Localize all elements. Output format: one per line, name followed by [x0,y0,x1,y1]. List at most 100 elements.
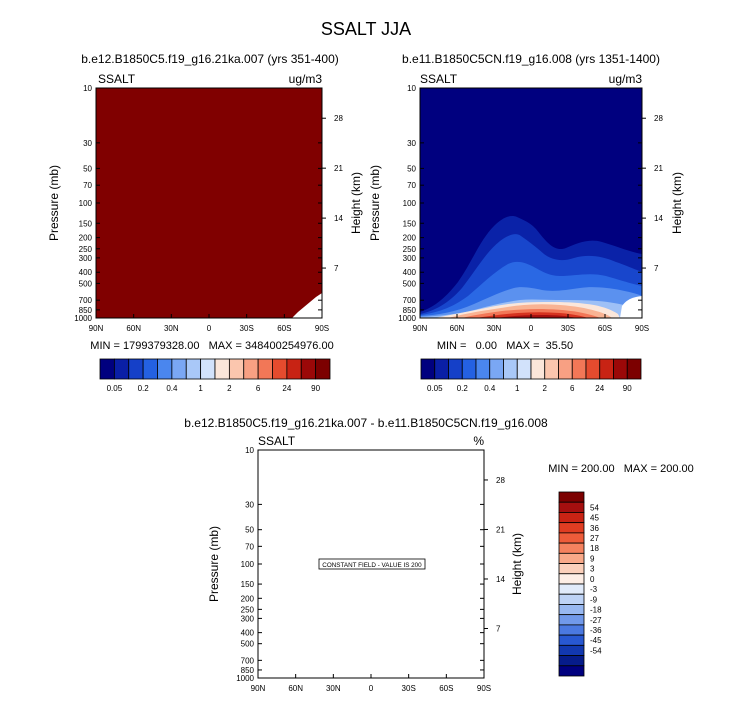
y-tick-label: 700 [241,656,255,665]
colorbar-label: 1 [198,384,203,393]
y-tick-label: 250 [79,245,93,254]
panel-left-min-max: MIN = 1799379328.00 MAX = 348400254976.0… [90,340,333,352]
panel-left-ylabel: Pressure (mb) [47,165,61,241]
colorbar-label: 0.4 [484,384,496,393]
y-tick-label: 700 [79,296,93,305]
height-tick-label: 14 [654,214,663,223]
constant-field-note: CONSTANT FIELD - VALUE IS 200 [322,562,422,569]
y-tick-label: 50 [245,526,254,535]
y-tick-label: 300 [241,614,255,623]
colorbar-swatch [516,358,532,380]
x-tick-label: 0 [369,684,374,693]
colorbar-label: 24 [595,384,604,393]
surface-missing [620,296,642,318]
y-tick-label: 200 [403,234,417,243]
y-tick-label: 100 [403,199,417,208]
y-tick-label: 200 [241,594,255,603]
colorbar-swatch [558,358,573,380]
colorbar-swatch [558,563,585,575]
colorbar-label: 36 [590,524,599,533]
y-tick-label: 500 [241,640,255,649]
colorbar-swatch [228,358,245,380]
colorbar-swatch [613,358,628,380]
panel-diff-height-ticks: 28 21 14 7 [484,476,505,633]
colorbar-label: 9 [590,554,595,563]
panel-right-ylabel: Pressure (mb) [368,165,382,241]
contour-level-10 [496,315,576,318]
panel-diff-ylabel: Pressure (mb) [207,526,221,602]
y-tick-label: 250 [241,605,255,614]
panel-diff-field-label: SSALT [258,434,296,448]
y-tick-label: 70 [245,542,254,551]
y-tick-label: 50 [407,164,416,173]
y-tick-label: 50 [83,164,92,173]
colorbar-swatch [558,532,585,544]
panel-right-title: b.e11.B1850C5CN.f19_g16.008 (yrs 1351-14… [402,52,660,66]
colorbar-swatch [157,358,173,380]
x-tick-label: 30S [402,684,416,693]
colorbar-label: -9 [590,595,598,604]
x-tick-label: 30N [326,684,341,693]
colorbar-swatch [113,358,130,380]
colorbar-swatch [142,358,158,380]
x-tick-label: 60S [277,324,291,333]
panel-left-units: ug/m3 [289,72,323,86]
colorbar-right: 0.05 0.2 0.4 1 2 6 24 90 [420,358,642,393]
colorbar-swatch [99,358,115,380]
panel-left-x-ticks: 90N 60N 30N 0 30S 60S 90S [89,314,329,333]
y-tick-label: 10 [83,84,92,93]
colorbar-label: -27 [590,616,602,625]
y-tick-label: 10 [245,446,254,455]
y-tick-label: 500 [403,279,417,288]
height-tick-label: 14 [334,214,343,223]
colorbar-label: 90 [311,384,320,393]
colorbar-label: 54 [590,503,599,512]
colorbar-swatch [448,358,463,380]
colorbar-label: -3 [590,585,598,594]
colorbar-label: -45 [590,636,602,645]
colorbar-swatch [558,634,585,646]
panel-left-ylabel-right: Height (km) [349,172,363,234]
colorbar-swatch [558,593,585,605]
colorbar-swatch [434,358,449,380]
panel-diff-units: % [473,434,484,448]
colorbar-label: 27 [590,534,599,543]
x-tick-label: 30S [240,324,254,333]
y-tick-label: 150 [403,219,417,228]
y-tick-label: 500 [79,279,93,288]
panel-left-title: b.e12.B1850C5.f19_g16.21ka.007 (yrs 351-… [81,52,339,66]
x-tick-label: 90N [89,324,104,333]
panel-left-field-fill [96,88,322,318]
colorbar-label: 0.4 [166,384,178,393]
panel-right-contours [420,88,642,318]
height-tick-label: 21 [654,164,663,173]
panel-right: b.e11.B1850C5CN.f19_g16.008 (yrs 1351-14… [368,52,684,352]
x-tick-label: 90S [635,324,649,333]
colorbar-swatch [558,655,585,667]
panel-left-field [96,88,322,318]
y-tick-label: 10 [407,84,416,93]
y-tick-label: 150 [241,580,255,589]
x-tick-label: 60S [598,324,612,333]
y-tick-label: 30 [245,500,254,509]
colorbar-swatch [475,358,491,380]
panel-right-min-max: MIN = 0.00 MAX = 35.50 [437,340,573,352]
figure-title: SSALT JJA [321,19,411,39]
y-tick-label: 1000 [236,674,254,683]
colorbar-label: 6 [256,384,261,393]
colorbar-label: -36 [590,626,602,635]
x-tick-label: 30N [487,324,502,333]
colorbar-label: 2 [543,384,548,393]
colorbar-swatch [503,358,518,380]
colorbar-swatch [558,491,585,503]
colorbar-swatch [571,358,587,380]
colorbar-swatch [461,358,477,380]
colorbar-label: -54 [590,646,602,655]
colorbar-swatch [558,604,585,616]
height-tick-label: 14 [496,575,505,584]
colorbar-label: 18 [590,544,599,553]
colorbar-swatch [200,358,216,380]
